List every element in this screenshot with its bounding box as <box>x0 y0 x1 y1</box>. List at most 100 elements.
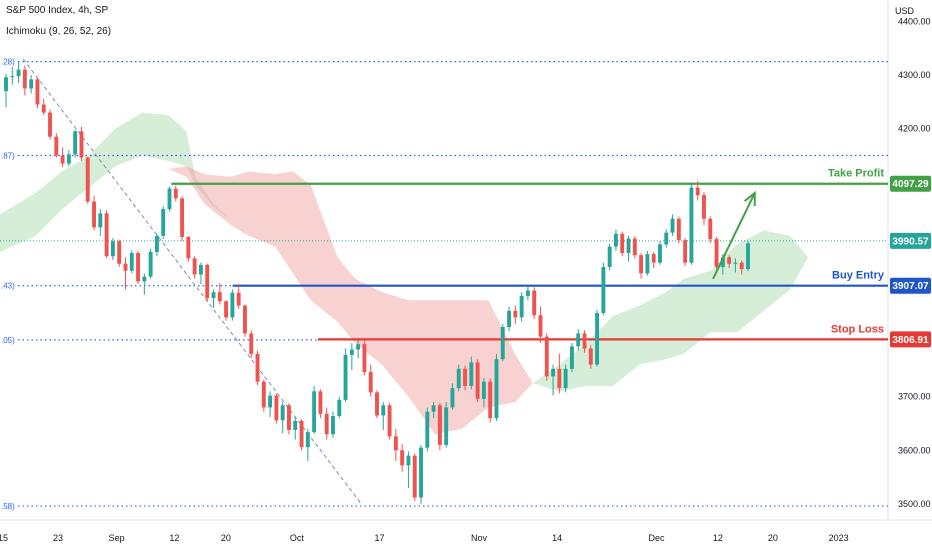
candle-body-68 <box>431 405 436 412</box>
price-axis[interactable]: 4400.00 4300.00 4200.00 3700.00 3600.00 3500.… <box>890 16 931 509</box>
candle-body-98 <box>620 233 625 254</box>
projection-arrow-line[interactable] <box>712 192 756 280</box>
candle-body-72 <box>456 368 461 389</box>
time-tick-1: 23 <box>53 533 63 543</box>
take-profit-badge-text: 4097.29 <box>892 179 929 190</box>
candle-body-24 <box>154 235 159 252</box>
candle-body-45 <box>287 405 291 430</box>
stop-loss-badge <box>890 331 931 348</box>
time-tick-5: Oct <box>290 533 305 543</box>
candle-body-93 <box>588 348 593 365</box>
time-tick-2: Sep <box>109 533 125 543</box>
candle-body-52 <box>331 416 335 435</box>
time-tick-4: 20 <box>221 533 231 543</box>
time-axis[interactable]: 15 23 Sep 12 20 Oct 17 Nov 14 Dec 12 20 2023 <box>0 533 849 543</box>
candle-body-113 <box>714 239 719 267</box>
candle-body-34 <box>217 292 222 302</box>
time-tick-11: 20 <box>768 533 778 543</box>
candle-body-39 <box>249 333 254 354</box>
projection-arrow-layer <box>712 190 756 280</box>
candle-body-55 <box>349 349 354 355</box>
candle-body-71 <box>450 388 455 408</box>
candle-body-37 <box>236 292 241 306</box>
candle-body-61 <box>387 405 392 437</box>
candle-body-28 <box>180 198 185 237</box>
candle-body-41 <box>261 381 266 408</box>
ichimoku-cloud-layer <box>0 112 809 435</box>
candle-body-63 <box>400 450 405 466</box>
candle-body-111 <box>702 195 706 219</box>
candle-body-75 <box>475 362 480 399</box>
buy-entry-label: Buy Entry <box>832 270 885 282</box>
candle-body-58 <box>368 372 373 393</box>
candle-body-25 <box>161 209 166 236</box>
fib-level-label-4: .58) <box>1 502 15 511</box>
candle-body-13 <box>85 157 90 202</box>
candle-body-6 <box>41 104 46 113</box>
candle-body-2 <box>16 69 21 77</box>
candle-body-99 <box>626 238 631 254</box>
candle-body-89 <box>563 368 568 389</box>
candle-body-15 <box>98 213 103 228</box>
candle-body-107 <box>676 218 681 241</box>
stop-loss-label: Stop Loss <box>831 323 884 335</box>
candle-body-48 <box>305 432 310 448</box>
time-tick-0: 15 <box>0 533 8 543</box>
candle-body-69 <box>437 405 442 445</box>
candle-body-96 <box>607 246 612 267</box>
candle-body-31 <box>198 264 203 275</box>
candle-body-79 <box>500 327 505 360</box>
candle-body-5 <box>35 79 40 105</box>
candle-body-30 <box>192 258 197 275</box>
candle-body-85 <box>538 315 543 337</box>
candle-body-56 <box>356 344 361 350</box>
candle-body-104 <box>658 244 662 263</box>
candle-body-60 <box>381 405 386 416</box>
candle-body-32 <box>205 264 210 299</box>
candle-body-92 <box>582 333 587 349</box>
candle-body-12 <box>79 131 84 158</box>
chart-title: S&P 500 Index, 4h, SP <box>6 5 109 16</box>
candle-body-54 <box>343 354 348 400</box>
candle-body-112 <box>708 218 713 240</box>
candle-body-103 <box>651 254 656 263</box>
fib-level-label-2: .43) <box>1 282 15 291</box>
price-tick-1: 4300.00 <box>898 70 931 80</box>
buy-entry-badge-text: 3907.07 <box>892 281 929 292</box>
candle-body-16 <box>104 213 109 257</box>
ichimoku-cloud-bullish-2 <box>532 230 809 392</box>
candle-body-87 <box>551 368 556 377</box>
candle-body-114 <box>720 257 725 267</box>
candle-body-70 <box>444 407 449 445</box>
candle-body-90 <box>569 346 574 369</box>
candle-body-64 <box>406 455 411 466</box>
price-tick-2: 4200.00 <box>898 124 931 134</box>
candle-body-102 <box>645 254 650 274</box>
candle-body-20 <box>129 253 134 271</box>
time-tick-6: 17 <box>375 533 385 543</box>
take-profit-label: Take Profit <box>828 168 884 180</box>
time-tick-12: 2023 <box>829 533 849 543</box>
candle-body-36 <box>230 292 235 318</box>
candle-body-77 <box>488 381 493 419</box>
ichimoku-cloud-bearish <box>168 166 533 435</box>
price-tick-5: 3500.00 <box>898 499 931 509</box>
candle-body-82 <box>519 295 524 318</box>
last-price-badge <box>890 232 931 249</box>
candle-body-118 <box>746 243 750 270</box>
candle-body-88 <box>557 368 562 389</box>
indicator-legend[interactable]: Ichimoku (9, 26, 52, 26) <box>6 26 112 37</box>
candle-body-18 <box>117 241 122 264</box>
grid-layer <box>0 0 932 521</box>
candle-body-105 <box>664 232 669 245</box>
candle-body-106 <box>670 218 675 233</box>
downtrend-line[interactable] <box>22 58 361 504</box>
candle-body-91 <box>576 333 581 347</box>
trade-level-layer: Take Profit Buy Entry Stop Loss <box>171 168 888 341</box>
candle-body-14 <box>92 201 96 228</box>
candles-layer <box>4 61 750 504</box>
candle-body-57 <box>362 344 367 373</box>
candle-body-115 <box>727 257 732 264</box>
candle-body-100 <box>632 238 637 256</box>
